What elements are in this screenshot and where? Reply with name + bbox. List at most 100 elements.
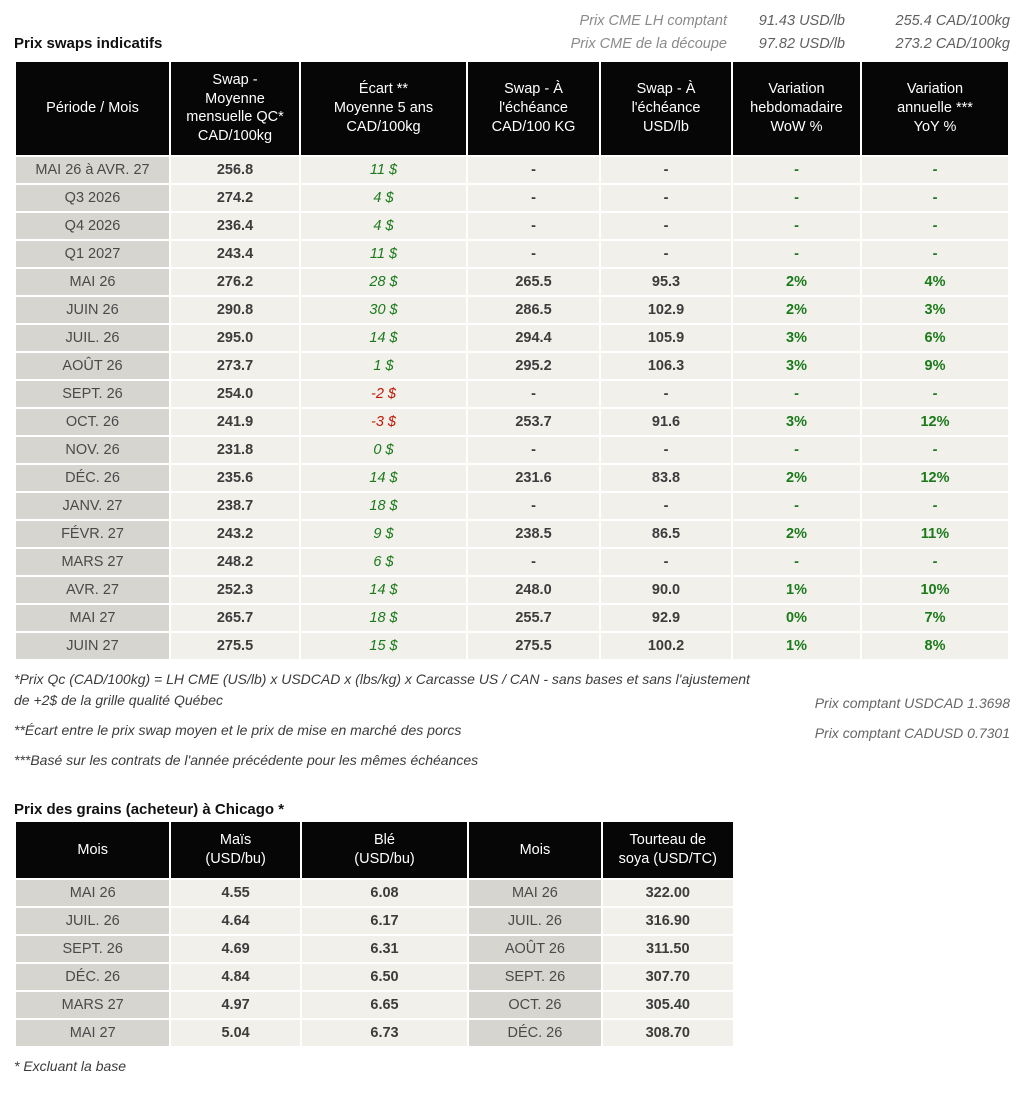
value-cell: 2% — [733, 269, 860, 296]
table-row: Q1 2027 243.4 11 $ - - - - — [16, 241, 1008, 268]
value-cell: 91.6 — [601, 409, 731, 436]
value-cell: 294.4 — [468, 325, 599, 352]
table-row: MAI 26 276.2 28 $265.5 95.3 2% 4% — [16, 269, 1008, 296]
value-cell: 248.2 — [171, 549, 299, 576]
value-cell: 83.8 — [601, 465, 731, 492]
table-row: Q3 2026 274.2 4 $ - - - - — [16, 185, 1008, 212]
cme-cutout-usd-value: 97.82 USD/lb — [758, 36, 845, 53]
value-cell: - — [733, 381, 860, 408]
value-cell: 254.0 — [171, 381, 299, 408]
value-cell: 18 $ — [301, 493, 466, 520]
cme-spot-cad-value: 255.4 CAD/100kg — [895, 13, 1010, 29]
value-cell: - — [468, 241, 599, 268]
value-cell: 12% — [862, 465, 1008, 492]
table-row: JUIN 27 275.5 15 $275.5 100.2 1% 8% — [16, 633, 1008, 660]
value-cell: - — [601, 213, 731, 240]
value-cell: 265.5 — [468, 269, 599, 296]
value-cell: 316.90 — [602, 907, 733, 934]
value-cell: 1% — [733, 577, 860, 604]
column-header: Swap - À l'échéance CAD/100 KG — [468, 61, 599, 156]
period-cell: OCT. 26 — [16, 409, 169, 436]
value-cell: 4.64 — [171, 907, 300, 934]
value-cell: 6.73 — [301, 1019, 468, 1046]
value-cell: 305.40 — [602, 991, 733, 1018]
table-row: NOV. 26 231.8 0 $ - - - - — [16, 437, 1008, 464]
period-cell: Q1 2027 — [16, 241, 169, 268]
value-cell: 252.3 — [171, 577, 299, 604]
value-cell: 308.70 — [602, 1019, 733, 1046]
cme-cutout-line: Prix CME de la découpe 97.82 USD/lb 273.… — [571, 33, 1010, 55]
value-cell: 4% — [862, 269, 1008, 296]
value-cell: 4.97 — [171, 991, 300, 1018]
table-row: MAI 27 265.7 18 $255.7 92.9 0% 7% — [16, 605, 1008, 632]
value-cell: 275.5 — [468, 633, 599, 660]
table-row: AVR. 27 252.3 14 $248.0 90.0 1% 10% — [16, 577, 1008, 604]
cme-line-row-1: Prix CME LH comptant 91.43 USD/lb 255.4 … — [14, 10, 1010, 32]
value-cell: - — [601, 241, 731, 268]
value-cell: 1% — [733, 633, 860, 660]
period-cell: OCT. 26 — [469, 991, 601, 1018]
period-cell: JANV. 27 — [16, 493, 169, 520]
column-header: Swap - Moyenne mensuelle QC* CAD/100kg — [171, 61, 299, 156]
grains-footnote: * Excluant la base — [14, 1057, 127, 1074]
table-row: JUIN 26 290.8 30 $286.5 102.9 2% 3% — [16, 297, 1008, 324]
value-cell: 11 $ — [301, 241, 466, 268]
value-cell: 243.2 — [171, 521, 299, 548]
value-cell: - — [601, 381, 731, 408]
period-cell: Q4 2026 — [16, 213, 169, 240]
grains-table-body: MAI 26 4.55 6.08 MAI 26 322.00 JUIL. 26 4.64 6.… — [16, 879, 733, 1046]
period-cell: AOÛT 26 — [469, 935, 601, 962]
swaps-table-header: Période / Mois Swap - Moyenne mensuelle Q… — [16, 61, 1008, 156]
period-cell: Q3 2026 — [16, 185, 169, 212]
value-cell: - — [862, 549, 1008, 576]
value-cell: 11 $ — [301, 157, 466, 184]
period-cell: SEPT. 26 — [16, 381, 169, 408]
value-cell: 95.3 — [601, 269, 731, 296]
column-header: Blé (USD/bu) — [301, 822, 468, 878]
cme-spot-label: Prix CME LH comptant — [579, 13, 727, 29]
period-cell: MAI 26 — [16, 269, 169, 296]
table-row: FÉVR. 27 243.2 9 $238.5 86.5 2% 11% — [16, 521, 1008, 548]
table-row: MAI 27 5.04 6.73 DÉC. 26 308.70 — [16, 1019, 733, 1046]
value-cell: 92.9 — [601, 605, 731, 632]
period-cell: JUIN 27 — [16, 633, 169, 660]
column-header: Swap - À l'échéance USD/lb — [601, 61, 731, 156]
value-cell: 4.84 — [171, 963, 300, 990]
value-cell: 3% — [733, 409, 860, 436]
value-cell: -2 $ — [301, 381, 466, 408]
footnote-ecart: **Écart entre le prix swap moyen et le p… — [14, 722, 462, 739]
period-cell: JUIL. 26 — [16, 325, 169, 352]
value-cell: 0% — [733, 605, 860, 632]
footnote-row-1: *Prix Qc (CAD/100kg) = LH CME (US/lb) x … — [14, 669, 1010, 711]
value-cell: 311.50 — [602, 935, 733, 962]
value-cell: 4.69 — [171, 935, 300, 962]
value-cell: 10% — [862, 577, 1008, 604]
table-row: JANV. 27 238.7 18 $ - - - - — [16, 493, 1008, 520]
spot-usdcad-rate: Prix comptant USDCAD 1.3698 — [814, 695, 1010, 712]
value-cell: 253.7 — [468, 409, 599, 436]
value-cell: - — [733, 493, 860, 520]
period-cell: MAI 26 — [16, 879, 170, 906]
table-row: Q4 2026 236.4 4 $ - - - - — [16, 213, 1008, 240]
column-header: Mois — [469, 822, 601, 878]
value-cell: 12% — [862, 409, 1008, 436]
value-cell: 28 $ — [301, 269, 466, 296]
table-row: JUIL. 26 295.0 14 $294.4 105.9 3% 6% — [16, 325, 1008, 352]
value-cell: 274.2 — [171, 185, 299, 212]
value-cell: - — [862, 381, 1008, 408]
value-cell: 102.9 — [601, 297, 731, 324]
column-header: Maïs (USD/bu) — [171, 822, 300, 878]
column-header: Mois — [16, 822, 170, 878]
value-cell: 322.00 — [602, 879, 733, 906]
table-row: MARS 27 248.2 6 $ - - - - — [16, 549, 1008, 576]
value-cell: 2% — [733, 297, 860, 324]
value-cell: 6.31 — [301, 935, 468, 962]
value-cell: 105.9 — [601, 325, 731, 352]
swaps-footnotes: *Prix Qc (CAD/100kg) = LH CME (US/lb) x … — [14, 669, 1010, 771]
value-cell: - — [862, 185, 1008, 212]
period-cell: NOV. 26 — [16, 437, 169, 464]
table-row: MARS 27 4.97 6.65 OCT. 26 305.40 — [16, 991, 733, 1018]
period-cell: MAI 27 — [16, 1019, 170, 1046]
period-cell: JUIN 26 — [16, 297, 169, 324]
